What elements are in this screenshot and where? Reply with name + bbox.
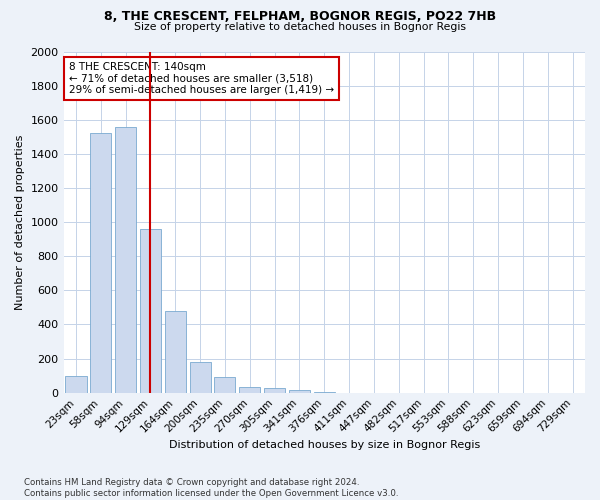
Text: Contains HM Land Registry data © Crown copyright and database right 2024.
Contai: Contains HM Land Registry data © Crown c… [24,478,398,498]
Bar [190,362,211,392]
Bar [165,311,186,392]
X-axis label: Distribution of detached houses by size in Bognor Regis: Distribution of detached houses by size … [169,440,480,450]
Bar [239,387,260,392]
Bar [264,388,285,392]
Y-axis label: Number of detached properties: Number of detached properties [15,134,25,310]
Bar [115,126,136,392]
Bar [90,134,112,392]
Bar [289,390,310,392]
Text: Size of property relative to detached houses in Bognor Regis: Size of property relative to detached ho… [134,22,466,32]
Bar [214,378,235,392]
Text: 8 THE CRESCENT: 140sqm
← 71% of detached houses are smaller (3,518)
29% of semi-: 8 THE CRESCENT: 140sqm ← 71% of detached… [69,62,334,95]
Bar [65,376,86,392]
Text: 8, THE CRESCENT, FELPHAM, BOGNOR REGIS, PO22 7HB: 8, THE CRESCENT, FELPHAM, BOGNOR REGIS, … [104,10,496,23]
Bar [140,229,161,392]
